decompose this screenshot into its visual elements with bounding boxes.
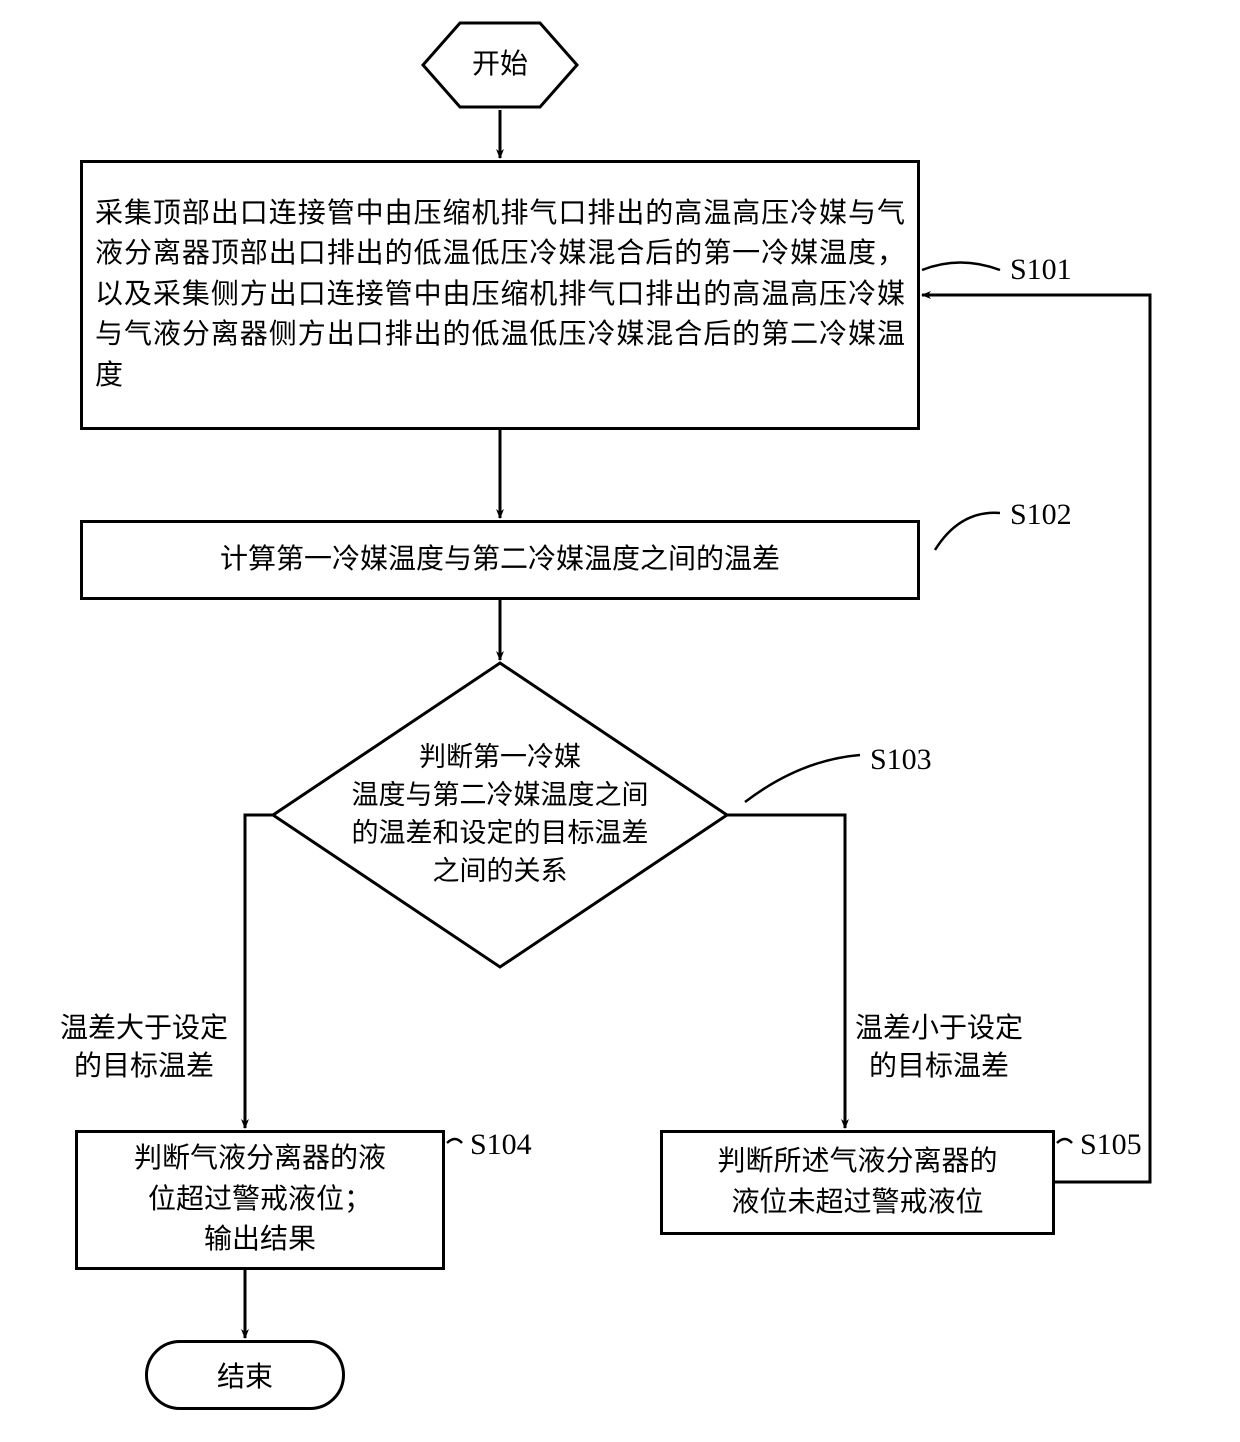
step-label-s103: S103 bbox=[870, 740, 932, 781]
end-node: 结束 bbox=[145, 1340, 345, 1410]
step-s105-box: 判断所述气液分离器的 液位未超过警戒液位 bbox=[660, 1130, 1055, 1235]
start-node: 开始 bbox=[420, 20, 580, 110]
step-s105-text: 判断所述气液分离器的 液位未超过警戒液位 bbox=[717, 1142, 997, 1223]
end-label: 结束 bbox=[217, 1355, 273, 1395]
step-s102-text: 计算第一冷媒温度与第二冷媒温度之间的温差 bbox=[220, 540, 780, 581]
branch-label-right: 温差小于设定 的目标温差 bbox=[855, 1010, 1023, 1086]
step-label-s102: S102 bbox=[1010, 495, 1072, 536]
start-label: 开始 bbox=[472, 45, 528, 84]
step-s103-diamond: 判断第一冷媒 温度与第二冷媒温度之间 的温差和设定的目标温差 之间的关系 bbox=[270, 660, 730, 970]
flowchart-canvas: 开始 采集顶部出口连接管中由压缩机排气口排出的高温高压冷媒与气液分离器顶部出口排… bbox=[0, 0, 1240, 1442]
step-label-s101: S101 bbox=[1010, 250, 1072, 291]
step-label-s104: S104 bbox=[470, 1125, 532, 1166]
step-label-s105: S105 bbox=[1080, 1125, 1142, 1166]
step-s104-text: 判断气液分离器的液 位超过警戒液位； 输出结果 bbox=[134, 1139, 386, 1261]
step-s104-box: 判断气液分离器的液 位超过警戒液位； 输出结果 bbox=[75, 1130, 445, 1270]
step-s103-text: 判断第一冷媒 温度与第二冷媒温度之间 的温差和设定的目标温差 之间的关系 bbox=[352, 739, 649, 890]
step-s102-box: 计算第一冷媒温度与第二冷媒温度之间的温差 bbox=[80, 520, 920, 600]
step-s101-text: 采集顶部出口连接管中由压缩机排气口排出的高温高压冷媒与气液分离器顶部出口排出的低… bbox=[95, 194, 905, 397]
step-s101-box: 采集顶部出口连接管中由压缩机排气口排出的高温高压冷媒与气液分离器顶部出口排出的低… bbox=[80, 160, 920, 430]
branch-label-left: 温差大于设定 的目标温差 bbox=[60, 1010, 228, 1086]
